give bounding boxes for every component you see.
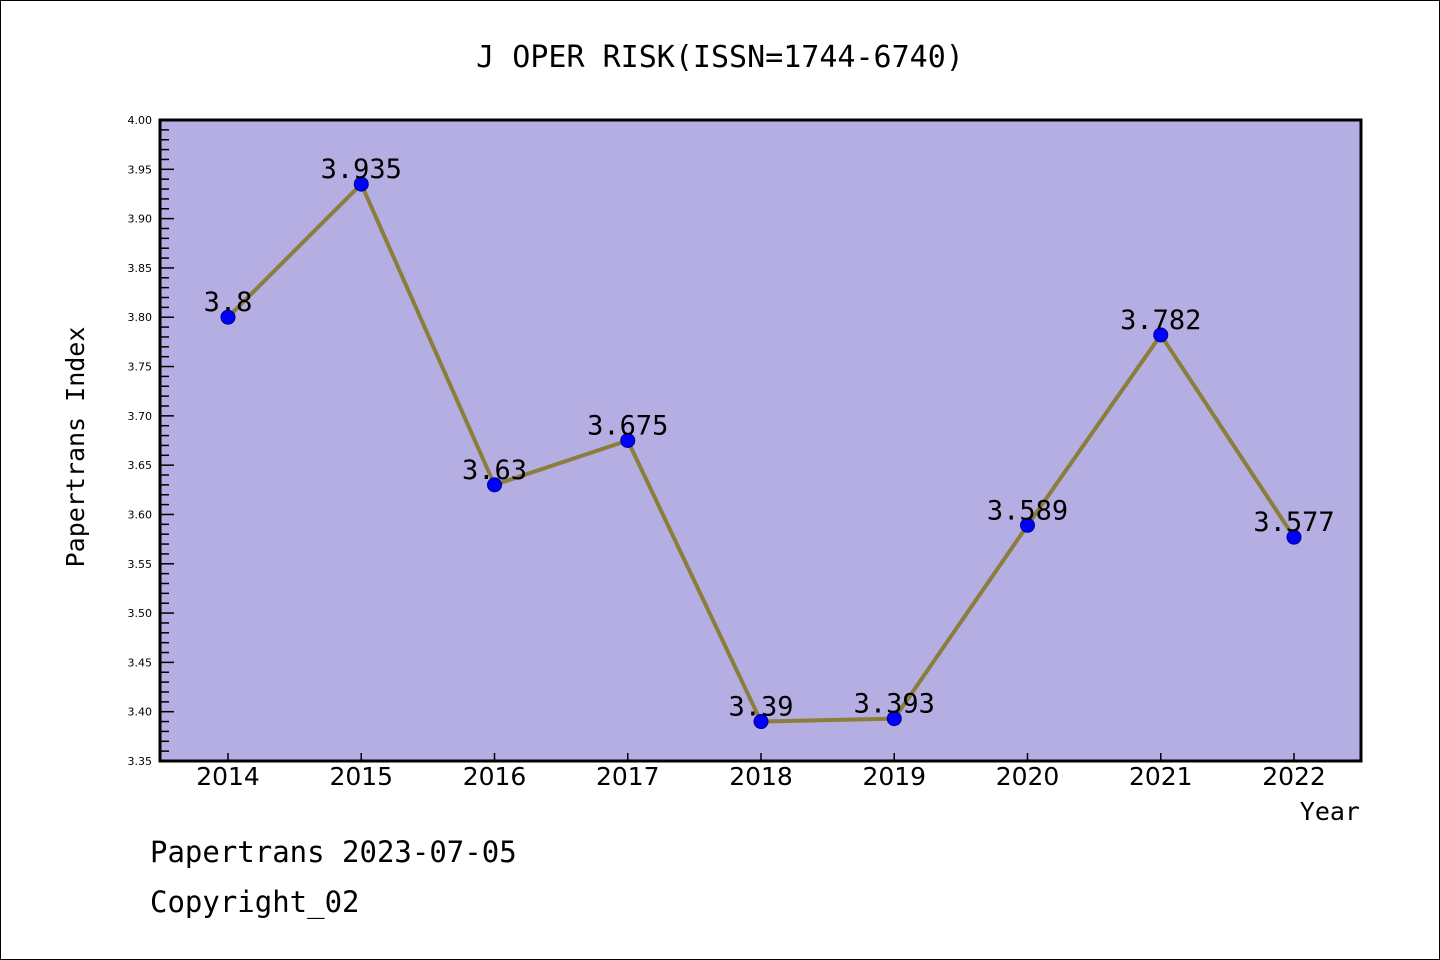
footer-copyright: Copyright_02 [150,885,360,919]
data-point [1286,529,1302,545]
y-tick-label: 4.00 [128,114,153,127]
y-tick-label: 3.70 [128,410,153,423]
data-label: 3.393 [854,689,935,720]
y-tick-label: 3.60 [128,508,153,521]
x-tick-label: 2017 [596,762,660,791]
chart-title: J OPER RISK(ISSN=1744-6740) [476,40,964,75]
data-point [353,176,369,192]
data-point [753,714,769,730]
y-axis-label: Papertrans Index [61,327,90,568]
x-tick-label: 2020 [996,762,1060,791]
x-tick-label: 2014 [196,762,260,791]
data-point [620,433,636,448]
y-tick-label: 3.65 [128,459,153,472]
y-tick-label: 3.75 [128,361,153,374]
data-label: 3.935 [321,154,402,185]
data-point [1020,517,1035,533]
data-point [487,477,502,493]
x-tick-label: 2021 [1129,762,1193,791]
footer-date: Papertrans 2023-07-05 [150,835,517,869]
y-tick-label: 3.55 [128,558,153,571]
y-tick-label: 3.50 [128,607,153,620]
y-tick-label: 3.35 [128,755,153,768]
x-tick-label: 2016 [463,762,527,791]
data-label: 3.63 [462,455,527,486]
y-tick-label: 3.90 [128,213,153,226]
x-axis-label: Year [1300,797,1360,826]
data-label: 3.39 [728,692,793,723]
x-tick-label: 2018 [729,762,793,791]
y-tick-label: 3.40 [128,706,153,719]
y-tick-label: 3.45 [128,656,153,669]
data-label: 3.577 [1253,507,1334,538]
y-tick-label: 3.85 [128,262,153,275]
data-point [220,309,236,325]
x-tick-label: 2022 [1262,762,1326,791]
data-label: 3.675 [587,411,668,442]
plot-area [160,120,1361,761]
x-tick-label: 2019 [862,762,926,791]
data-point [1153,327,1169,343]
data-point [886,711,902,727]
y-tick-label: 3.80 [128,311,153,324]
x-tick-label: 2015 [329,762,393,791]
data-label: 3.589 [987,495,1068,526]
data-label: 3.8 [204,287,253,318]
y-tick-label: 3.95 [128,163,153,176]
data-label: 3.782 [1120,305,1201,336]
plot-border [158,118,1363,763]
